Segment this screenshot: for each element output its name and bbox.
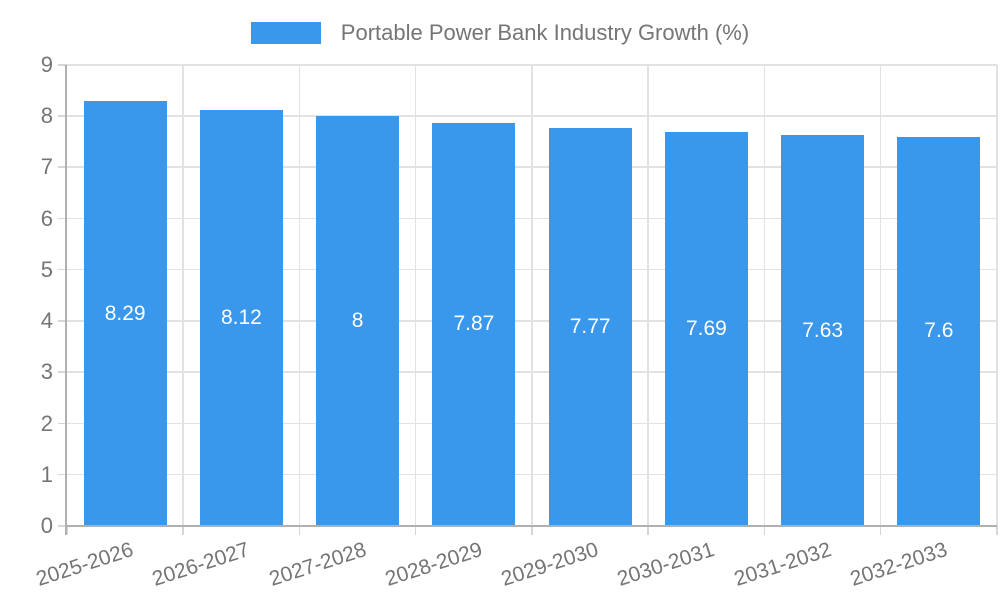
bar-value-label: 8.29: [104, 301, 146, 325]
legend-swatch: [250, 22, 321, 44]
bar[interactable]: [897, 136, 981, 526]
y-axis-tick: [58, 268, 67, 271]
gridline-vertical: [763, 65, 765, 526]
gridline-vertical: [414, 65, 417, 526]
bar[interactable]: [199, 110, 283, 526]
y-axis-line: [65, 65, 67, 535]
x-axis-tick: [879, 526, 882, 535]
bar[interactable]: [781, 135, 865, 526]
gridline-vertical: [996, 65, 998, 526]
y-axis-label: 9: [40, 52, 53, 77]
gridline-vertical: [879, 65, 882, 526]
y-axis-tick: [58, 371, 67, 373]
y-axis-label: 6: [40, 205, 53, 231]
y-axis-tick: [58, 217, 67, 220]
y-axis-tick: [58, 64, 67, 66]
legend-label: Portable Power Bank Industry Growth (%): [340, 20, 750, 45]
x-axis-tick: [182, 526, 184, 535]
y-axis-tick: [58, 422, 67, 425]
y-axis-tick: [58, 473, 67, 476]
y-axis-label: 1: [40, 461, 53, 487]
y-axis-label: 0: [40, 513, 53, 538]
x-axis-line: [65, 525, 997, 527]
x-axis-tick: [414, 526, 417, 535]
y-axis-label: 2: [40, 410, 53, 436]
bar-value-label: 7.87: [453, 312, 495, 336]
gridline-vertical: [647, 65, 649, 526]
bar[interactable]: [664, 132, 748, 526]
y-axis-tick: [58, 115, 67, 117]
chart-legend[interactable]: Portable Power Bank Industry Growth (%): [0, 20, 1000, 46]
x-axis-tick: [647, 526, 649, 535]
y-axis-label: 4: [40, 308, 53, 334]
gridline-vertical: [182, 65, 184, 526]
bar[interactable]: [548, 128, 632, 526]
gridline-horizontal: [67, 64, 997, 66]
x-axis-tick: [531, 526, 533, 535]
bar[interactable]: [83, 101, 167, 526]
y-axis-label: 5: [40, 256, 53, 282]
bar-value-label: 7.77: [569, 315, 611, 338]
bar-value-label: 7.63: [802, 318, 844, 342]
x-axis-tick: [996, 526, 998, 535]
bar-value-label: 8: [351, 309, 364, 333]
y-axis-tick: [58, 525, 67, 527]
gridline-vertical: [298, 65, 300, 526]
bar[interactable]: [316, 116, 400, 526]
gridline-vertical: [531, 65, 533, 526]
x-axis-tick: [298, 526, 300, 535]
y-axis-label: 7: [40, 154, 53, 180]
bar[interactable]: [432, 122, 516, 526]
y-axis-tick: [58, 166, 67, 168]
bar-value-label: 7.69: [685, 317, 727, 341]
bar-value-label: 8.12: [220, 306, 262, 330]
y-axis-label: 3: [40, 359, 53, 385]
x-axis-tick: [763, 526, 765, 535]
y-axis-tick: [58, 320, 67, 322]
bar-value-label: 7.6: [924, 319, 954, 343]
y-axis-label: 8: [40, 103, 53, 129]
